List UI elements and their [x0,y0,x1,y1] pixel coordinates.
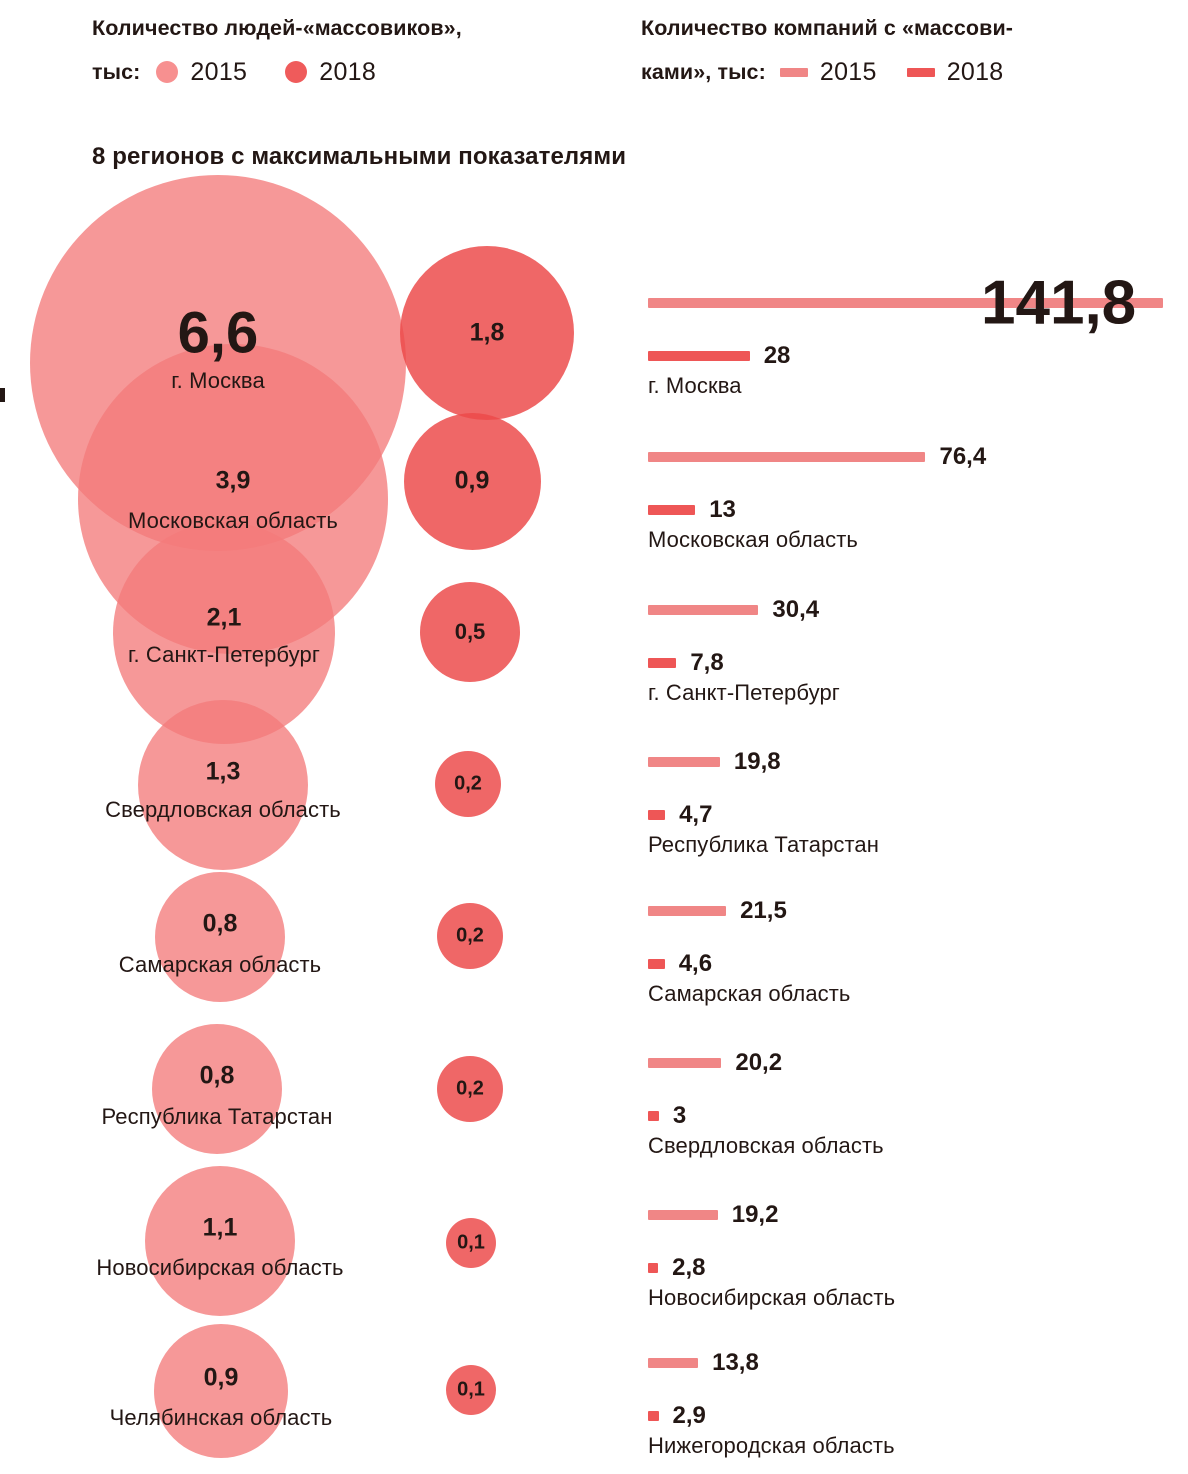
bubble-value-2018-8: 0,1 [457,1378,485,1401]
bar-value-2018-4: 4,7 [679,801,713,828]
bar-2018-8 [648,1411,659,1421]
bar-2018-2 [648,505,696,515]
clipped-edge-mark [0,388,5,402]
bubble-value-2018-2: 0,9 [454,466,490,495]
bar-2015-3 [648,605,759,615]
bubble-region-label-8: Челябинская область [109,1405,333,1430]
legend-people-keys: тыс: 2015 2018 [92,50,462,94]
bubble-region-label-6: Республика Татарстан [101,1104,333,1129]
legend-dash-2015-icon [779,67,808,77]
page-subtitle: 8 регионов с максимальными показателями [92,143,627,170]
bar-value-2015-1: 141,8 [981,268,1137,338]
bubble-value-2018-1: 1,8 [469,318,505,347]
bar-value-2018-7: 2,8 [672,1254,706,1281]
bubble-2015-5 [155,872,285,1002]
bubble-2018-1 [400,246,574,420]
bar-region-label-4: Республика Татарстан [648,832,880,857]
bubble-2018-6 [437,1056,503,1122]
bubble-region-label-7: Новосибирская область [96,1255,344,1280]
bar-value-2015-7: 19,2 [731,1201,779,1228]
bubble-value-2015-4: 1,3 [205,757,241,786]
bar-value-2015-4: 19,8 [733,748,781,775]
bar-2018-7 [648,1263,659,1273]
bubble-region-label-5: Самарская область [118,952,322,977]
bar-value-2018-1: 28 [763,342,791,369]
legend-people-2015-label: 2015 [190,58,248,86]
bubble-value-2015-3: 2,1 [206,603,242,632]
bubble-2018-3 [420,582,520,682]
bar-region-label-6: Свердловская область [648,1133,884,1158]
bubble-2018-2 [403,412,541,550]
bubble-value-2015-5: 0,8 [202,909,238,938]
bar-region-label-8: Нижегородская область [648,1433,895,1458]
legend-companies-title: Количество компаний с «массови- [641,16,1014,40]
bar-value-2018-6: 3 [672,1102,687,1129]
bubble-chart: 6,6 г. Москва 1,8 3,9 Московская область 0,9 2… [0,175,574,1458]
bar-value-2015-8: 13,8 [712,1349,759,1376]
bar-value-2018-3: 7,8 [690,649,724,676]
bar-2015-5 [648,906,727,916]
legend-people-title: Количество людей-«массовиков», [92,16,462,40]
legend-companies-keys: ками», тыс: 2015 2018 [641,50,1013,94]
bubble-value-2015-2: 3,9 [215,466,251,495]
bar-value-2018-2: 13 [709,496,736,523]
bar-region-label-5: Самарская область [648,981,851,1006]
bubble-value-2015-7: 1,1 [202,1213,238,1242]
bar-2018-3 [648,658,677,668]
bar-2015-2 [648,452,926,462]
bubble-value-2018-5: 0,2 [456,924,484,947]
bar-2015-7 [648,1210,718,1220]
legend-dot-2018-icon [285,61,308,83]
bubble-2015-7 [145,1166,295,1316]
bar-region-label-7: Новосибирская область [648,1285,896,1310]
legend-companies: Количество компаний с «массови- ками», т… [641,6,1013,94]
legend-companies-2015-label: 2015 [819,58,877,86]
bar-2018-1 [648,351,750,361]
bar-value-2015-3: 30,4 [772,596,820,623]
bar-region-label-3: г. Санкт-Петербург [648,680,840,705]
bubble-region-label-4: Свердловская область [105,797,341,822]
bubble-value-2018-4: 0,2 [454,772,482,795]
legend-people-unit: тыс: [92,60,141,84]
legend-dot-2015-icon [156,61,179,83]
bubble-region-label-1: г. Москва [171,368,265,393]
bar-region-label-1: г. Москва [648,373,742,398]
bubble-2018-7 [446,1218,496,1268]
legend-companies-2018-label: 2018 [946,58,1004,86]
bubble-region-label-3: г. Санкт-Петербург [128,642,320,667]
legend-dash-2018-icon [906,67,935,77]
bubble-value-2018-3: 0,5 [454,619,486,644]
bar-value-2018-8: 2,9 [672,1402,706,1429]
bubble-value-2018-6: 0,2 [456,1077,484,1100]
bubble-value-2015-6: 0,8 [199,1061,235,1090]
bar-value-2015-6: 20,2 [735,1049,783,1076]
legend-people-2018-label: 2018 [319,58,377,86]
bar-region-label-2: Московская область [648,527,858,552]
bubble-value-2018-7: 0,1 [457,1231,485,1254]
bubble-2018-8 [446,1365,496,1415]
bubble-2015-6 [152,1024,282,1154]
bubble-2015-4 [138,700,308,870]
bubble-value-2015-1: 6,6 [177,300,259,366]
bar-value-2018-5: 4,6 [678,950,713,977]
bar-value-2015-5: 21,5 [740,897,787,924]
bubble-region-label-2: Московская область [128,508,338,533]
bubble-2018-5 [437,903,503,969]
bar-value-2015-2: 76,4 [939,443,987,470]
legend-people: Количество людей-«массовиков», тыс: 2015… [92,6,462,94]
bar-2015-6 [648,1058,722,1068]
bar-2015-1 [648,298,1164,308]
bar-2018-4 [648,810,666,820]
bubble-2015-8 [154,1324,288,1458]
bar-2018-5 [648,959,665,969]
legend-companies-unit: ками», тыс: [641,60,766,84]
bubble-2018-4 [435,751,501,817]
bar-2015-8 [648,1358,699,1368]
bar-2018-6 [648,1111,659,1121]
bubble-value-2015-8: 0,9 [203,1363,239,1392]
bar-2015-4 [648,757,720,767]
